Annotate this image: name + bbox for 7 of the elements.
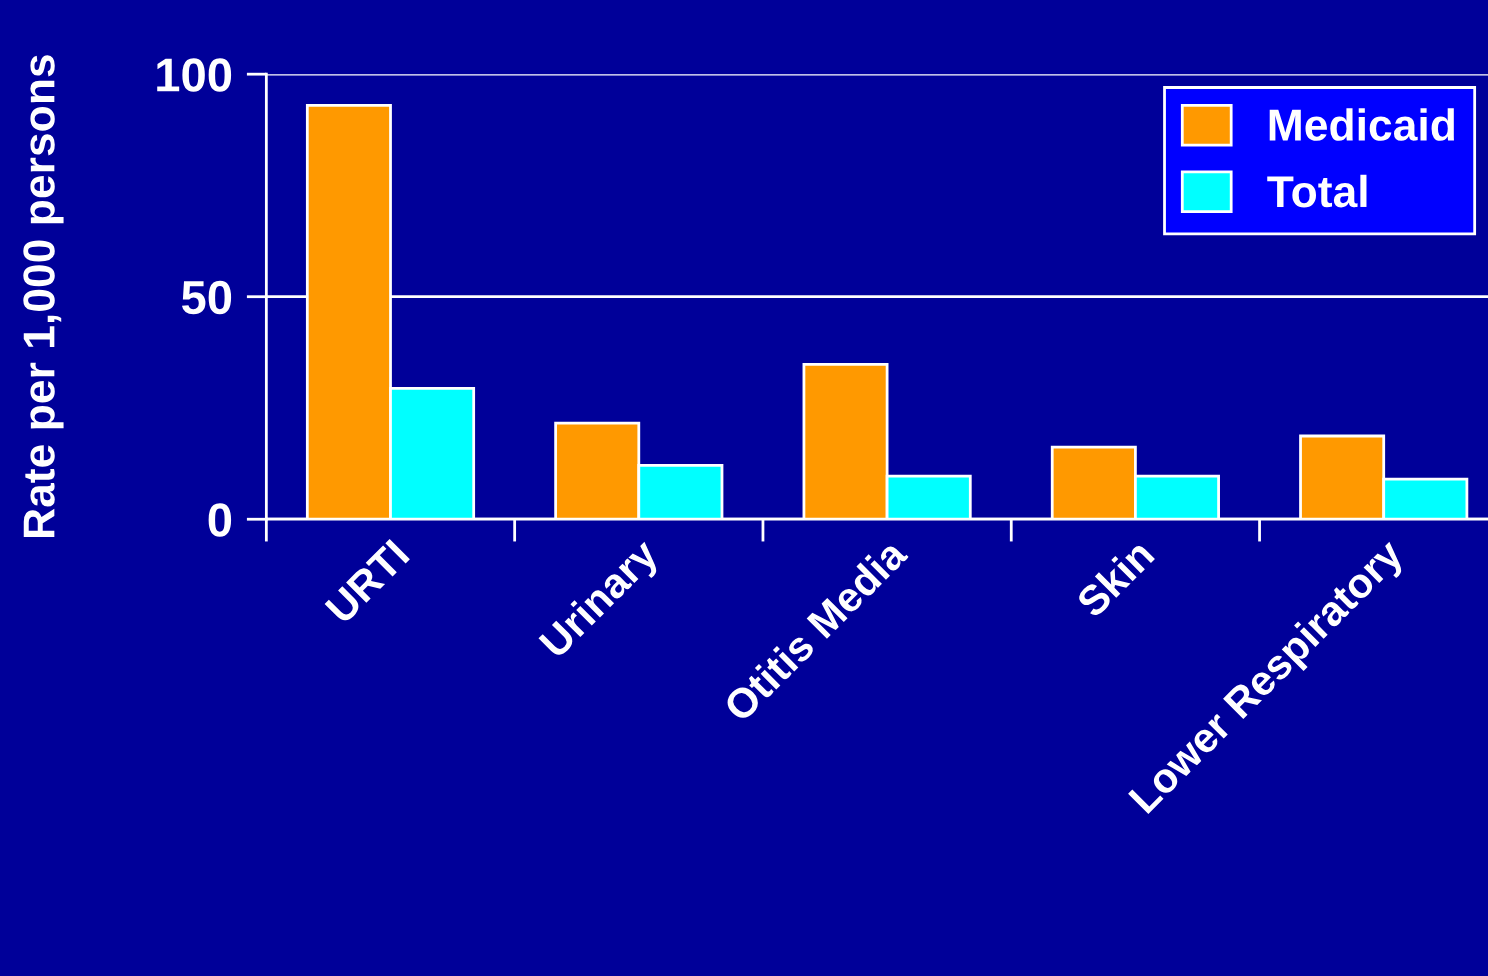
y-tick-label: 50 (181, 280, 232, 315)
y-tick-label: 0 (208, 503, 232, 537)
x-tick-label: Skin (1074, 537, 1156, 619)
y-axis-title: Rate per 1,000 persons (23, 55, 64, 538)
y-tick-label: 100 (157, 58, 232, 92)
legend-label: Medicaid (1269, 108, 1454, 141)
legend-label: Total (1267, 174, 1367, 208)
